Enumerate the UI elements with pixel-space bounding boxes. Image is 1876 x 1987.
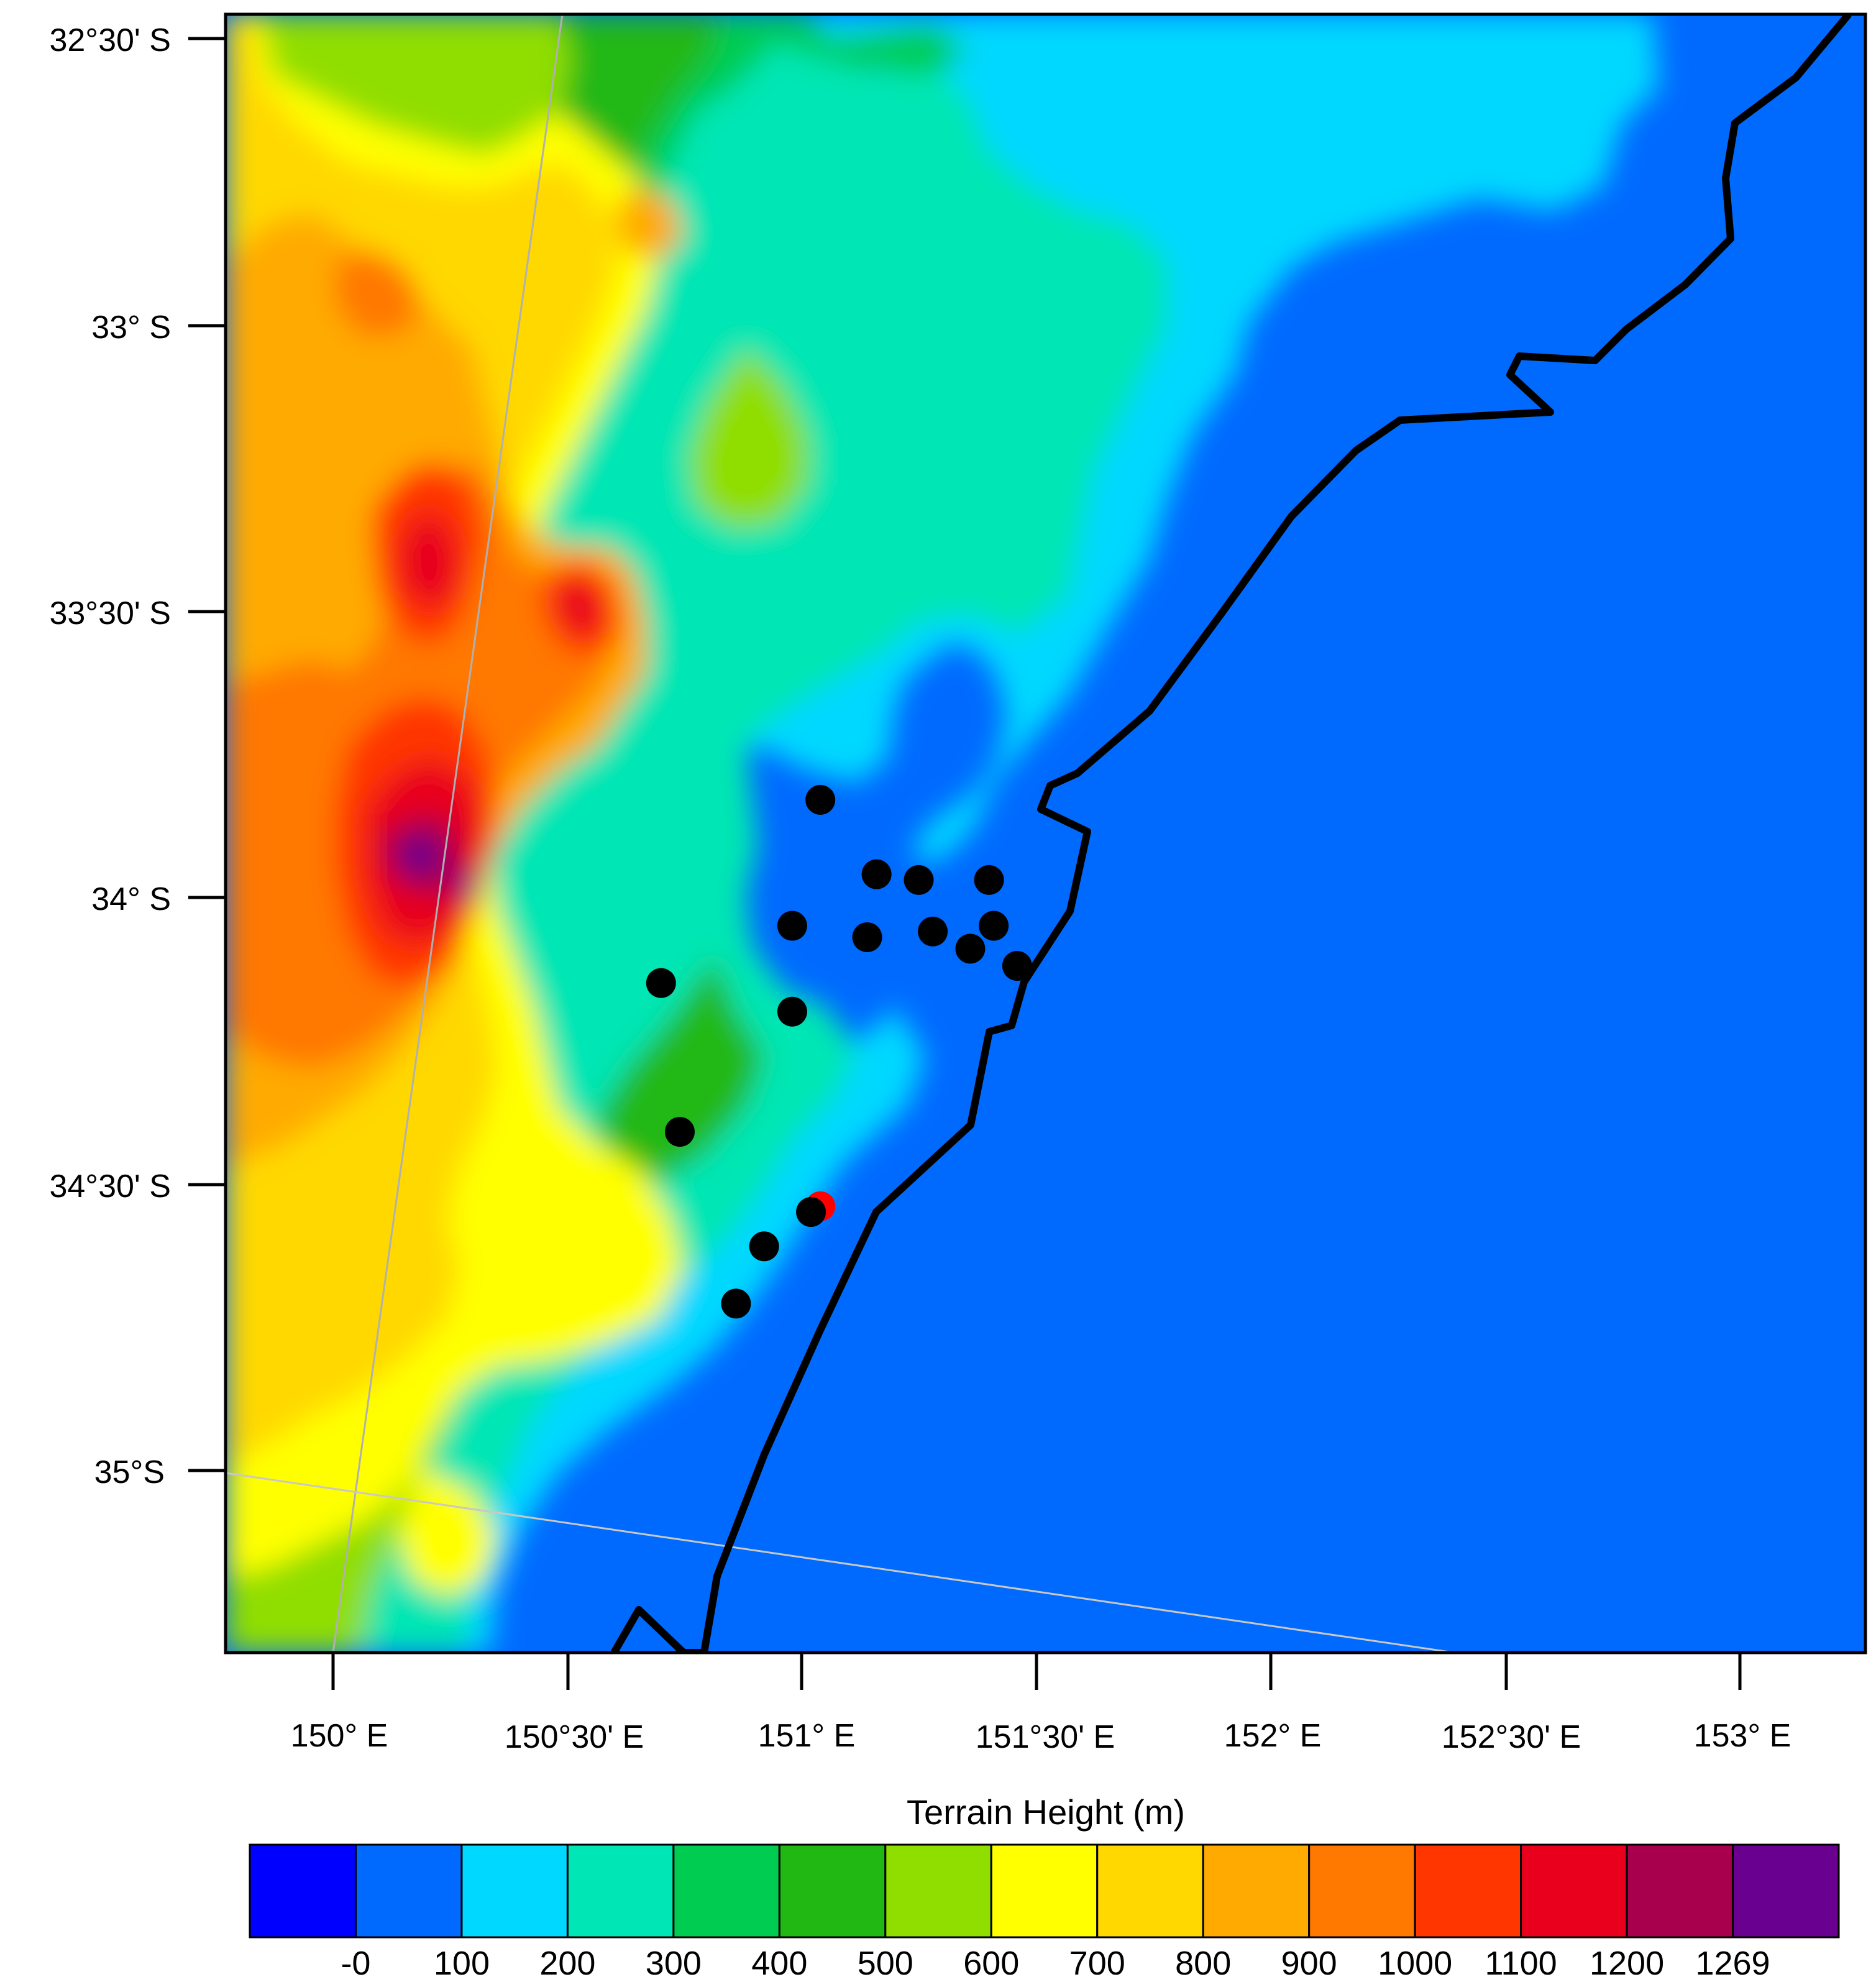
colorbar-swatch [249, 1843, 357, 1939]
lat-label: 33°30' S [49, 595, 171, 631]
station-marker [749, 1231, 779, 1262]
terrain-band-500b [690, 348, 808, 528]
colorbar-label: 400 [751, 1945, 807, 1982]
lon-label: 151°30' E [976, 1719, 1115, 1755]
colorbar-label: 200 [539, 1945, 595, 1982]
station-marker [646, 968, 676, 998]
colorbar: Terrain Height (m) -0 100 200 300 400 500 600 7… [249, 1792, 1840, 1982]
lon-label: 153° E [1694, 1718, 1791, 1754]
colorbar-label: -0 [341, 1945, 370, 1982]
colorbar-swatch [460, 1843, 569, 1939]
lon-label: 152°30' E [1442, 1719, 1581, 1755]
colorbar-swatch [1096, 1843, 1204, 1939]
colorbar-label: 700 [1069, 1945, 1125, 1982]
lat-axis: 32°30' S 33° S 33°30' S 34° S 34°30' S 3… [49, 22, 226, 1490]
colorbar-label: 1200 [1590, 1945, 1664, 1982]
lon-label: 150°30' E [505, 1719, 644, 1755]
colorbar-frame [249, 1843, 1840, 1939]
lon-axis: 150° E 150°30' E 151° E 151°30' E 152° E… [291, 1653, 1791, 1755]
colorbar-swatch [1202, 1843, 1311, 1939]
colorbar-label: 1100 [1485, 1945, 1557, 1982]
colorbar-title: Terrain Height (m) [907, 1792, 1185, 1832]
colorbar-label: 1269 [1695, 1945, 1770, 1982]
colorbar-label: 300 [646, 1945, 702, 1982]
colorbar-swatches [249, 1843, 1840, 1939]
lat-label: 34°30' S [49, 1168, 171, 1205]
lat-label: 33° S [91, 310, 171, 346]
station-marker [805, 784, 836, 815]
colorbar-swatch [1308, 1843, 1416, 1939]
colorbar-swatch [778, 1843, 887, 1939]
colorbar-swatch [1732, 1843, 1840, 1939]
lon-label: 150° E [291, 1718, 388, 1754]
station-marker [852, 922, 882, 952]
station-marker [664, 1117, 695, 1147]
lon-label: 152° E [1224, 1718, 1322, 1754]
colorbar-swatch [354, 1843, 463, 1939]
colorbar-swatch [566, 1843, 675, 1939]
colorbar-labels: -0 100 200 300 400 500 600 700 800 900 1000 1100 120… [341, 1945, 1770, 1982]
lat-label: 34° S [91, 881, 171, 917]
station-marker [979, 911, 1009, 941]
colorbar-swatch [1626, 1843, 1734, 1939]
terrain-band-1269b [457, 864, 478, 907]
colorbar-swatch [1414, 1843, 1522, 1939]
terrain-band-600b [398, 1467, 497, 1597]
terrain-band-900b [336, 249, 423, 336]
station-marker [918, 916, 948, 947]
colorbar-swatch [884, 1843, 992, 1939]
colorbar-label: 600 [963, 1945, 1019, 1982]
graticule-line-150e [332, 14, 564, 1653]
colorbar-swatch [990, 1843, 1099, 1939]
station-marker [1002, 951, 1032, 981]
map-plot-area [226, 14, 1865, 1653]
station-markers [646, 784, 1032, 1319]
colorbar-label: 100 [434, 1945, 490, 1982]
station-marker [974, 865, 1004, 895]
terrain-shading [226, 14, 1659, 1653]
colorbar-label: 900 [1281, 1945, 1337, 1982]
terrain-band-1269 [398, 833, 441, 876]
colorbar-label: 1000 [1378, 1945, 1452, 1982]
station-marker [777, 911, 807, 941]
terrain-band-300b [684, 14, 969, 75]
lat-label: 35°S [94, 1454, 165, 1490]
lon-label: 151° E [758, 1718, 856, 1754]
colorbar-swatch [672, 1843, 780, 1939]
station-marker [777, 996, 807, 1027]
map-frame [224, 12, 1867, 1654]
coastline [610, 14, 1852, 1653]
terrain-band-1100 [398, 510, 460, 609]
colorbar-swatch [1520, 1843, 1628, 1939]
colorbar-label: 800 [1175, 1945, 1231, 1982]
station-marker [955, 934, 986, 964]
station-marker [904, 865, 934, 895]
colorbar-label: 500 [858, 1945, 913, 1982]
graticule-line-35s [226, 1472, 1455, 1653]
lat-label: 32°30' S [49, 22, 171, 58]
station-marker [861, 859, 892, 889]
station-marker [721, 1288, 751, 1319]
terrain-band-800b [615, 186, 684, 261]
terrain-band-400b [597, 957, 764, 1181]
terrain-band-1100c [556, 578, 603, 634]
station-marker [796, 1197, 826, 1228]
